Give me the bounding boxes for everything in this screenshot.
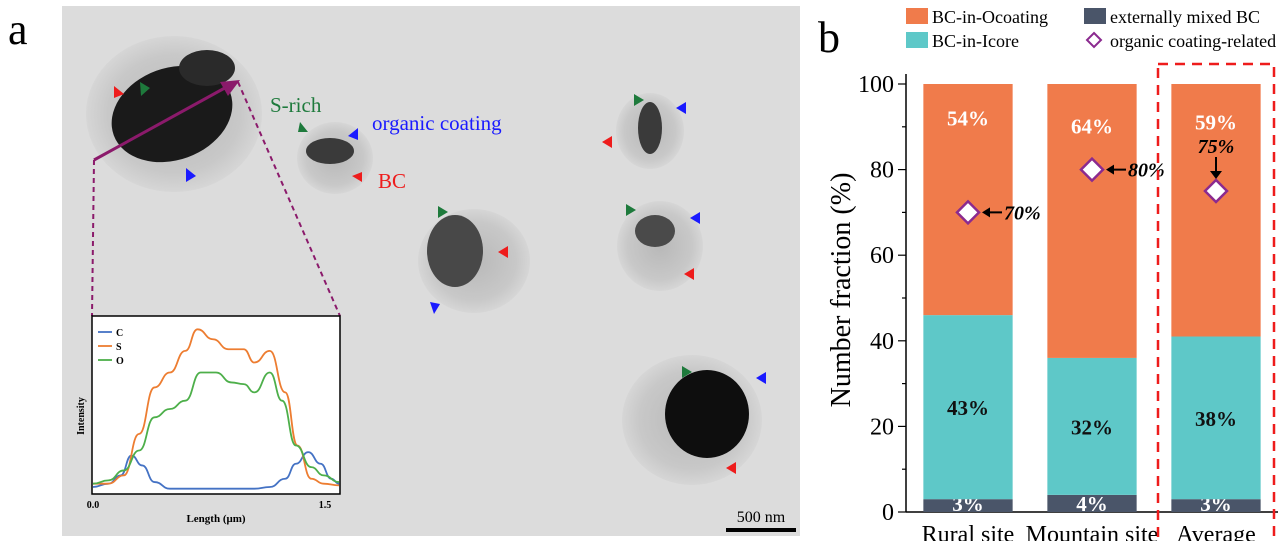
- organic-coating-label: organic coating: [372, 111, 502, 135]
- scale-bar-label: 500 nm: [737, 509, 786, 526]
- y-tick-label: 40: [870, 329, 894, 355]
- coating-arrowhead: [690, 212, 700, 224]
- overlay-diamond: [1079, 156, 1105, 183]
- bar-bc-in-ocoating: [923, 84, 1013, 316]
- bar-data-label: 4%: [1076, 492, 1108, 516]
- coating-arrowhead: [676, 102, 686, 114]
- overlay-value-label: 75%: [1198, 136, 1235, 158]
- scale-bar: [726, 528, 796, 532]
- s-rich-arrowhead: [634, 94, 644, 106]
- s-rich-arrowhead: [682, 366, 692, 378]
- coating-arrowhead: [430, 302, 440, 314]
- y-tick-label: 100: [858, 72, 894, 98]
- inset-frame: [91, 315, 341, 495]
- bc-arrowhead: [726, 462, 736, 474]
- overlay-value-label: 80%: [1128, 160, 1165, 182]
- bar-bc-in-icore: [1171, 336, 1261, 500]
- inset-guide-line: [237, 81, 341, 317]
- inset-xtick: 1.5: [319, 500, 332, 511]
- bar-bc-in-icore: [923, 315, 1013, 500]
- inset-legend-label: S: [116, 342, 122, 353]
- s-rich-arrowhead: [438, 206, 448, 218]
- coating-arrowhead: [348, 128, 358, 140]
- legend-swatch: [1084, 8, 1106, 24]
- particle-core: [427, 215, 483, 287]
- s-rich-arrowhead: [140, 82, 150, 96]
- inset-ylabel: Intensity: [76, 397, 87, 435]
- inset-series-c: [92, 451, 340, 490]
- overlay-diamond: [1203, 178, 1229, 204]
- x-tick-label: Rural site: [922, 522, 1015, 541]
- legend-swatch: [906, 32, 928, 48]
- x-tick-label: Average: [1176, 522, 1256, 541]
- legend-diamond: [1085, 31, 1103, 49]
- bc-arrowhead: [498, 246, 508, 258]
- bc-arrowhead: [602, 136, 612, 148]
- coating-arrowhead: [756, 372, 766, 384]
- arrowheads: [114, 82, 766, 474]
- bar-data-label: 64%: [1071, 114, 1113, 138]
- bar-bc-in-ocoating: [1047, 84, 1137, 358]
- annotation-arrowhead: [1210, 171, 1222, 179]
- annotation-arrowhead: [982, 207, 990, 218]
- bar-data-label: 38%: [1195, 407, 1237, 431]
- inset-legend-label: C: [116, 328, 123, 339]
- x-tick-label: Mountain site: [1026, 522, 1159, 541]
- annotation-arrowhead: [1106, 164, 1114, 175]
- particle-core: [638, 102, 662, 154]
- legend-label: BC-in-Ocoating: [932, 7, 1048, 27]
- bar-externally-mixed-bc: [923, 499, 1013, 512]
- particle-core: [179, 50, 235, 86]
- bc-label: BC: [378, 169, 406, 193]
- bar-data-label: 54%: [947, 107, 989, 131]
- overlay-diamond: [955, 199, 981, 226]
- panel-a-letter: a: [8, 5, 28, 54]
- bar-data-label: 43%: [947, 396, 989, 420]
- panel-b-letter: b: [818, 13, 840, 62]
- bar-data-label: 32%: [1071, 415, 1113, 439]
- bar-bc-in-icore: [1047, 357, 1137, 495]
- inset-legend-label: O: [116, 356, 124, 367]
- y-axis-label: Number fraction (%): [826, 173, 857, 408]
- bar-data-label: 59%: [1195, 110, 1237, 134]
- stacked-bar-chart: b Number fraction (%) 0204060801003%43%5…: [818, 7, 1278, 541]
- inset-series-o: [92, 371, 340, 485]
- bc-arrowhead: [352, 172, 362, 182]
- inset-xtick: 0.0: [87, 500, 100, 511]
- bar-externally-mixed-bc: [1047, 494, 1137, 512]
- eds-line-profile-inset: CSO Intensity Length (μm) 0.0 1.5: [76, 315, 341, 525]
- y-tick-label: 0: [882, 500, 894, 526]
- bar-bc-in-ocoating: [1171, 84, 1261, 337]
- tem-micrograph: S-rich organic coating BC 500 nm CSO Int…: [62, 6, 800, 536]
- s-rich-arrowhead: [626, 204, 636, 216]
- inset-guide-line: [91, 159, 95, 317]
- bar-externally-mixed-bc: [1171, 499, 1261, 512]
- line-scan-arrow: [93, 82, 233, 162]
- bc-arrowhead: [114, 86, 124, 98]
- legend-swatch: [906, 8, 928, 24]
- inset-xlabel: Length (μm): [186, 513, 245, 525]
- bc-arrowhead: [684, 268, 694, 280]
- particle-core: [306, 138, 354, 164]
- y-tick-label: 60: [870, 243, 894, 269]
- legend-label: organic coating-related: [1110, 31, 1276, 51]
- y-tick-label: 20: [870, 414, 894, 440]
- particle-core: [635, 215, 675, 247]
- coating-arrowhead: [186, 168, 196, 182]
- overlay-value-label: 70%: [1004, 202, 1041, 224]
- legend-label: externally mixed BC: [1110, 7, 1260, 27]
- particle-core: [665, 370, 749, 458]
- line-scan-arrowhead: [220, 80, 240, 96]
- s-rich-label: S-rich: [270, 93, 322, 117]
- highlight-box: [1156, 62, 1276, 541]
- s-rich-arrowhead: [298, 122, 308, 132]
- legend-label: BC-in-Icore: [932, 31, 1019, 51]
- y-tick-label: 80: [870, 158, 894, 184]
